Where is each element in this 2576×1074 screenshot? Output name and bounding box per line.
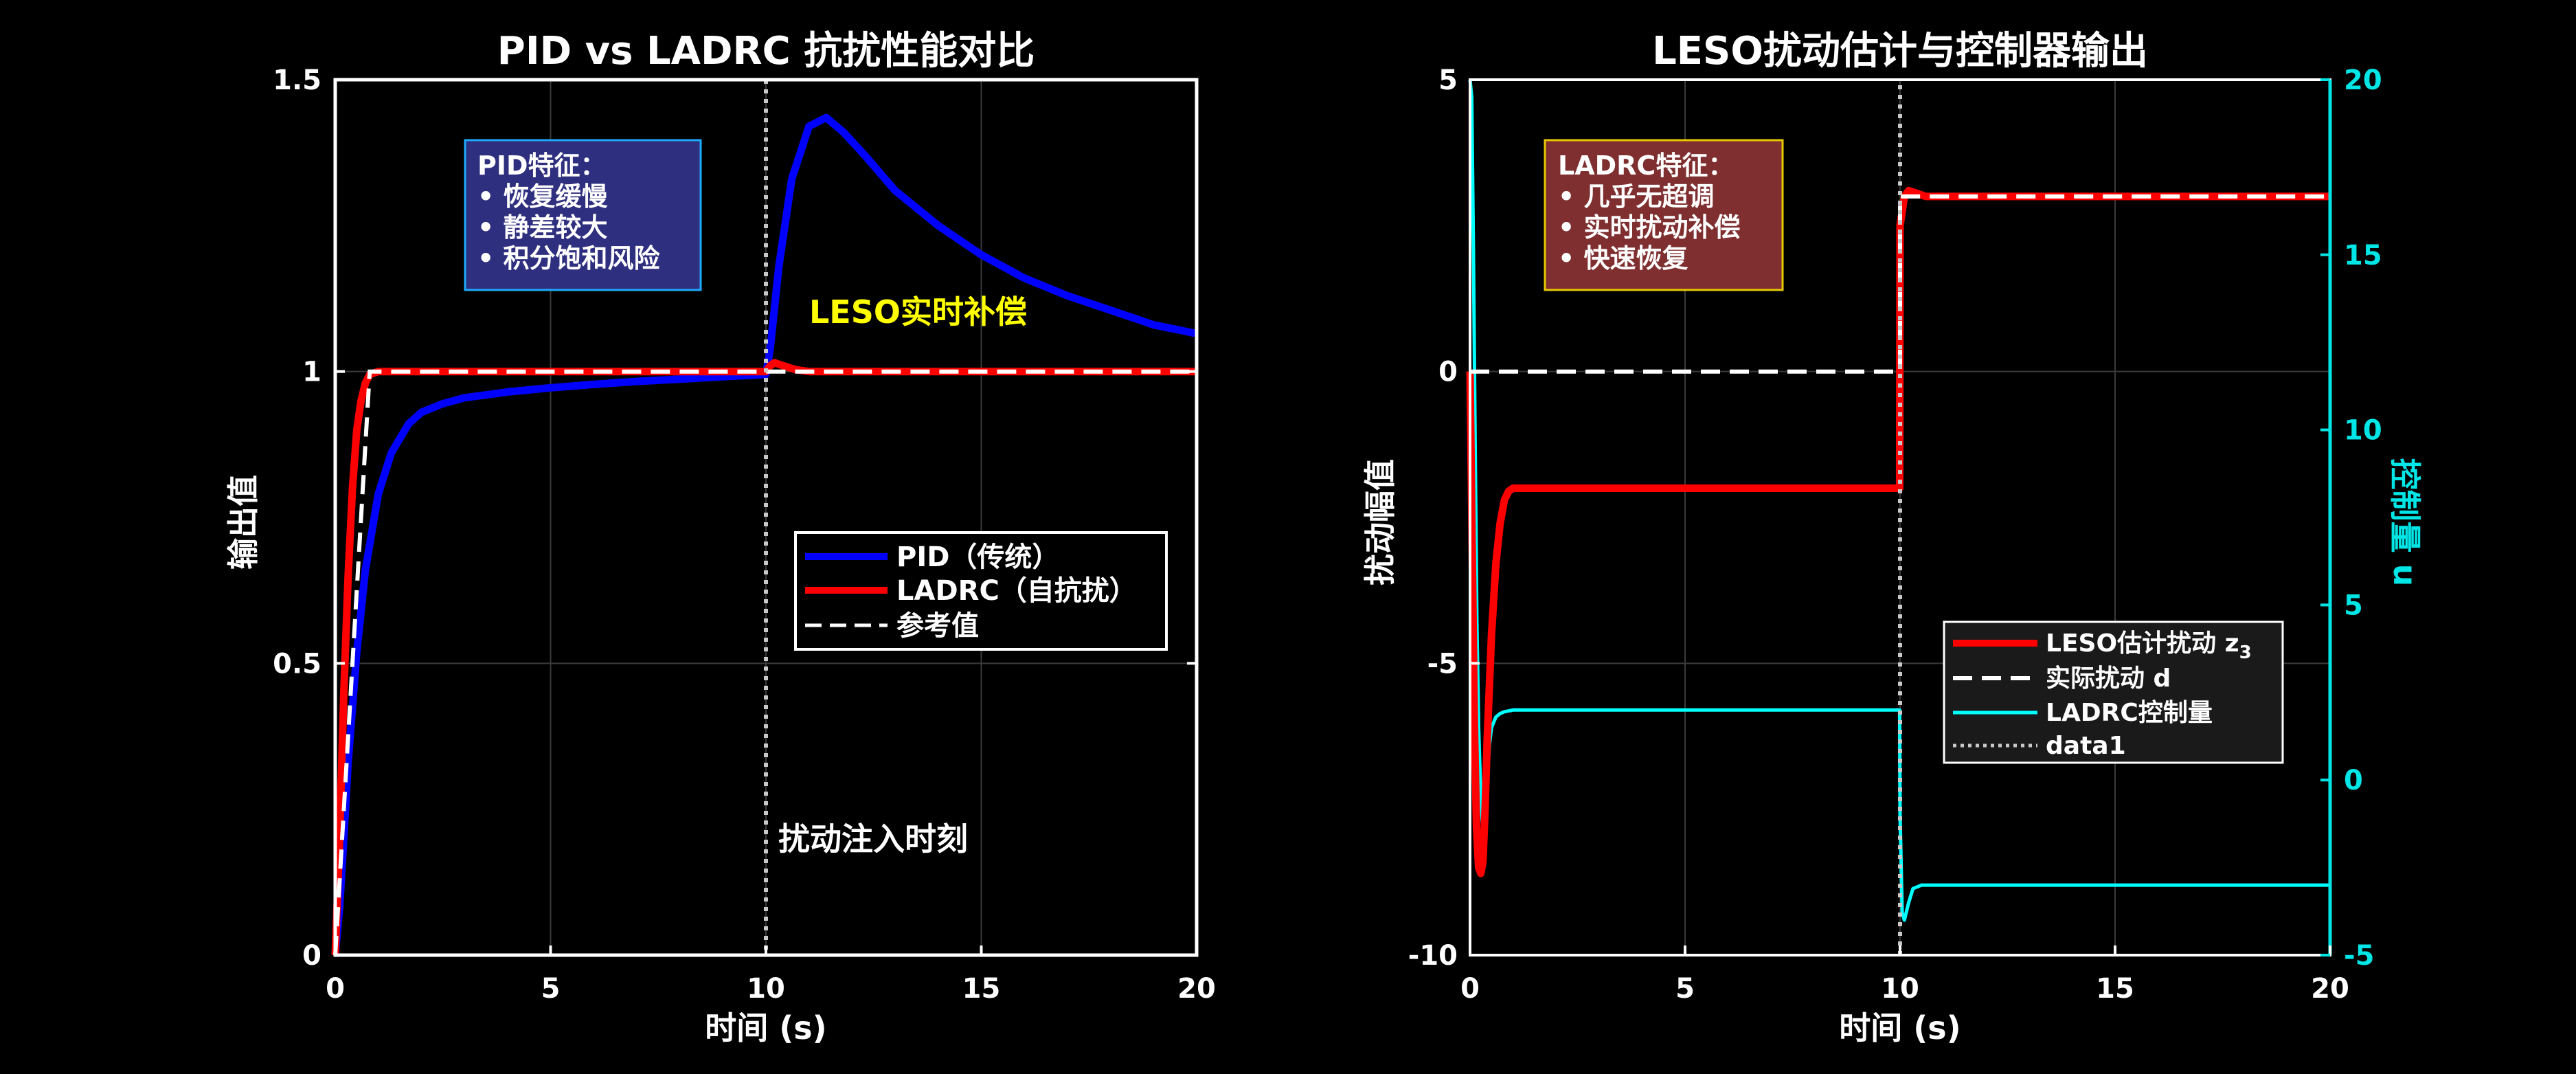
right-info-box-bg [1544,139,1784,291]
left-chart-title: PID vs LADRC 抗扰性能对比 [497,29,1035,74]
right-legend-label-control: LADRC控制量 [2046,699,2213,727]
y2-tick-label: 5 [2344,590,2363,621]
y-tick-label: 1.5 [273,65,321,96]
right-legend-label-actual: 实际扰动 d [2046,664,2171,693]
right-chart: LESO扰动估计与控制器输出 0 5 10 15 20 -10 -5 0 5 -5 0 5 10 15… [1362,29,2424,1047]
x-tick-label: 5 [1675,973,1695,1005]
left-legend: PID（传统） LADRC（自抗扰） 参考值 [794,531,1168,651]
right-y2-axis-label: 控制量 u [2386,458,2424,587]
x-tick-label: 20 [1177,973,1216,1005]
left-info-box-bg [464,139,702,291]
right-series-control-line [1468,79,2330,922]
y-tick-label: 0 [302,940,321,972]
right-plot-area [1466,79,2330,955]
left-info-line-4: • 积分饱和风险 [477,243,661,273]
y2-tick-label: 20 [2344,65,2382,96]
left-legend-label-pid: PID（传统） [896,541,1059,573]
x-tick-label: 10 [747,973,785,1005]
right-info-line-2: • 几乎无超调 [1558,181,1715,212]
right-info-line-1: LADRC特征： [1558,150,1734,181]
left-legend-label-ladrc: LADRC（自抗扰） [896,575,1137,607]
right-info-box: LADRC特征： • 几乎无超调 • 实时扰动补偿 • 快速恢复 [1544,139,1784,291]
y2-tick-label: 15 [2344,240,2382,271]
right-x-axis-label: 时间 (s) [1839,1009,1961,1047]
left-info-line-1: PID特征： [477,150,607,181]
left-chart: PID vs LADRC 抗扰性能对比 0 5 10 15 20 0 0.5 1 1.5 时间… [225,29,1216,1047]
right-legend: LESO估计扰动 z3 实际扰动 d LADRC控制量 data1 [1943,620,2284,764]
x-tick-label: 20 [2311,973,2349,1005]
right-info-line-3: • 实时扰动补偿 [1558,212,1741,243]
right-tick-marks [1469,78,2331,956]
left-info-line-2: • 恢复缓慢 [477,181,609,212]
x-tick-label: 0 [326,973,345,1005]
y-tick-label: -5 [1427,648,1458,680]
y2-tick-label: -5 [2344,940,2374,972]
y-tick-label: 0.5 [273,648,321,680]
right-legend-label-leso: LESO估计扰动 z3 [2046,629,2252,663]
x-tick-label: 0 [1460,973,1480,1005]
right-series-actual-disturbance-line [1470,194,2330,374]
left-series-pid-line [331,113,1198,956]
x-tick-label: 15 [2096,973,2134,1005]
right-y-tick-labels: -10 -5 0 5 [1408,65,1458,972]
left-y-tick-labels: 0 0.5 1 1.5 [273,65,321,972]
x-tick-label: 10 [1881,973,1919,1005]
right-x-tick-labels: 0 5 10 15 20 [1460,973,2349,1005]
left-annotation-compensation: LESO实时补偿 [809,293,1027,331]
right-legend-label-leso-sub: 3 [2239,642,2252,663]
right-legend-label-leso-main: LESO估计扰动 z [2046,629,2239,658]
right-legend-label-data1: data1 [2046,732,2126,760]
y-tick-label: 1 [302,357,321,388]
left-info-box: PID特征： • 恢复缓慢 • 静差较大 • 积分饱和风险 [464,139,702,291]
left-x-axis-label: 时间 (s) [705,1009,826,1047]
left-y-axis-label: 输出值 [225,475,262,570]
left-annotation-disturbance: 扰动注入时刻 [778,820,968,858]
y2-tick-label: 0 [2344,765,2363,796]
left-x-tick-labels: 0 5 10 15 20 [326,973,1216,1005]
left-plot-area [331,80,1198,956]
left-series-reference-line [333,369,1197,956]
x-tick-label: 5 [541,973,561,1005]
right-y2-tick-labels: -5 0 5 10 15 20 [2344,65,2382,972]
left-tick-marks [334,78,1198,956]
left-info-line-3: • 静差较大 [477,212,608,243]
x-tick-label: 15 [962,973,1001,1005]
y-tick-label: -10 [1408,940,1458,972]
right-info-line-4: • 快速恢复 [1558,243,1688,273]
y2-tick-label: 10 [2344,415,2382,447]
right-y-axis-label: 扰动幅值 [1362,459,1399,585]
y-tick-label: 0 [1438,357,1458,388]
y-tick-label: 5 [1438,65,1458,96]
right-chart-title: LESO扰动估计与控制器输出 [1652,29,2148,74]
left-legend-label-reference: 参考值 [896,610,979,642]
